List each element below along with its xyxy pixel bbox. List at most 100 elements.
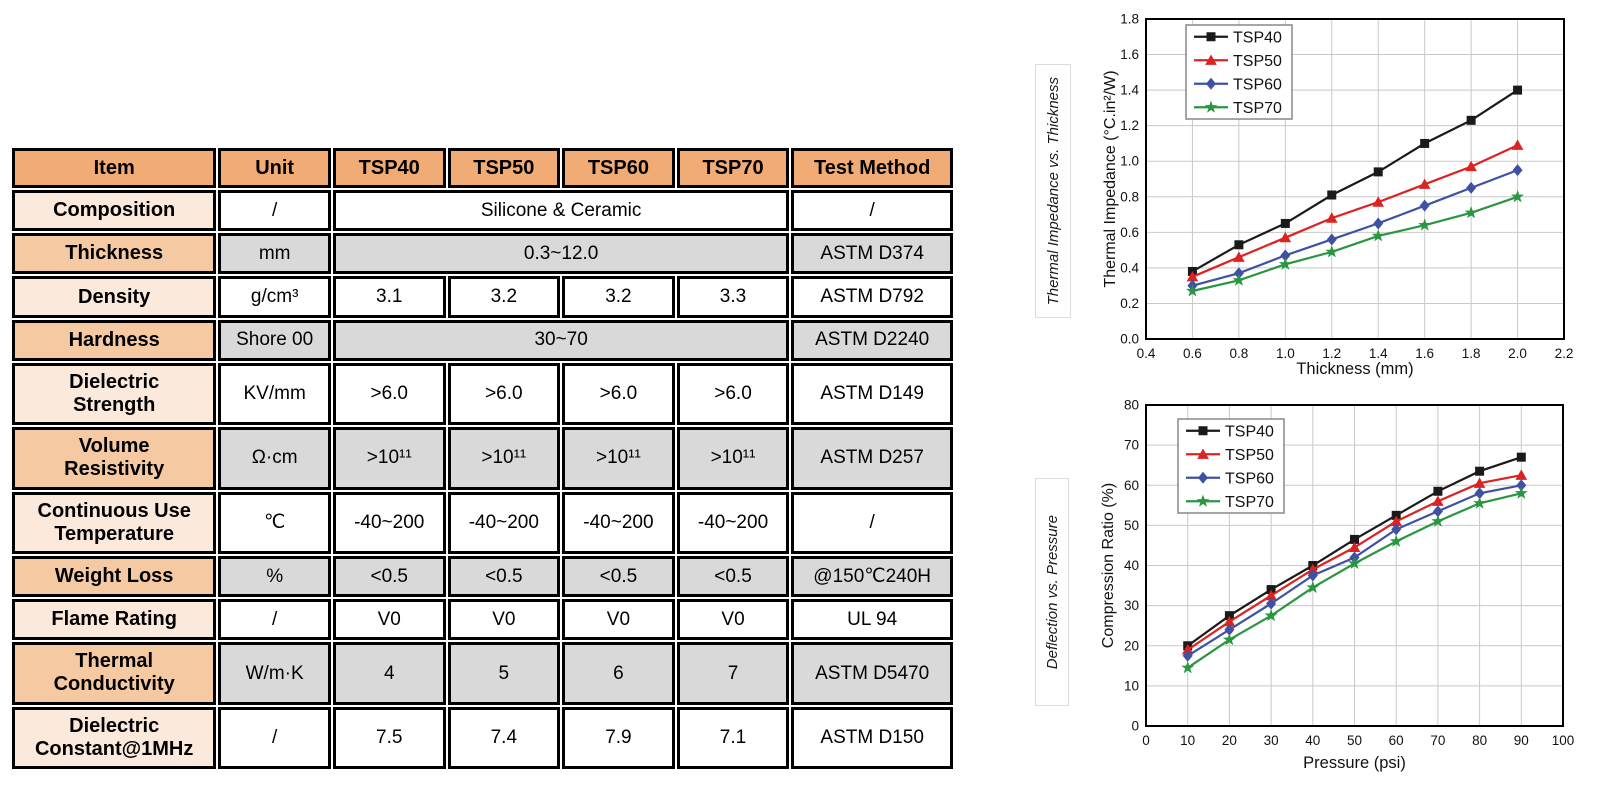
table-row-continuous-use-temperature: Continuous Use Temperature ℃ -40~200 -40… <box>12 491 953 554</box>
cell-value: V0 <box>562 599 675 641</box>
svg-text:60: 60 <box>1124 478 1139 493</box>
tick-labels: 0 10 20 30 40 50 60 70 80 90 100 0 10 20 30 40 50 60 70 80 <box>1124 398 1574 749</box>
cell-test-method: ASTM D5470 <box>791 642 953 705</box>
cell-value: 7.4 <box>447 706 561 769</box>
svg-text:0: 0 <box>1131 719 1139 734</box>
series-TSP50 <box>1181 469 1528 655</box>
row-label: Volume Resistivity <box>12 427 217 490</box>
cell-value: 6 <box>562 642 675 705</box>
side-caption-text: Thermal Impedance vs. Thickness <box>1044 76 1062 306</box>
svg-text:1.6: 1.6 <box>1120 47 1139 62</box>
row-label: Thermal Conductivity <box>12 642 217 705</box>
cell-value: <0.5 <box>332 555 446 598</box>
cell-test-method: / <box>791 190 953 232</box>
cell-test-method: UL 94 <box>791 599 953 641</box>
cell-value: 5 <box>447 642 561 705</box>
cell-value: 7.9 <box>562 706 675 769</box>
row-label: Flame Rating <box>12 599 217 641</box>
cell-value: -40~200 <box>562 491 675 554</box>
compression-ratio-chart-svg: 0 10 20 30 40 50 60 70 80 90 100 0 10 20 30 40 50 60 70 80 P… <box>1100 398 1574 773</box>
cell-test-method: ASTM D2240 <box>791 319 953 361</box>
cell-unit: W/m·K <box>218 642 331 705</box>
row-label: Composition <box>12 190 217 232</box>
svg-text:0.8: 0.8 <box>1120 189 1139 204</box>
cell-value: 7.1 <box>676 706 790 769</box>
svg-text:1.8: 1.8 <box>1120 12 1139 27</box>
svg-text:1.8: 1.8 <box>1462 346 1481 361</box>
column-header-item: Item <box>12 148 217 188</box>
svg-text:50: 50 <box>1124 518 1139 533</box>
svg-text:1.0: 1.0 <box>1276 346 1295 361</box>
svg-text:70: 70 <box>1124 438 1139 453</box>
cell-value: -40~200 <box>447 491 561 554</box>
column-header-tsp40: TSP40 <box>332 148 446 188</box>
thermal-impedance-chart: 0.4 0.6 0.8 1.0 1.2 1.4 1.6 1.8 2.0 2.2 0.0 0.2 0.4 0… <box>1100 0 1611 388</box>
svg-text:10: 10 <box>1180 733 1195 748</box>
table-row-thermal-conductivity: Thermal Conductivity W/m·K 4 5 6 7 ASTM … <box>12 642 953 705</box>
plot-frame <box>1145 18 1565 340</box>
table-row-hardness: Hardness Shore 00 30~70 ASTM D2240 <box>12 319 953 361</box>
cell-value: >10¹¹ <box>562 427 675 490</box>
cell-value: 7.5 <box>332 706 446 769</box>
cell-merged-value: Silicone & Ceramic <box>332 190 790 232</box>
row-label: Thickness <box>12 233 217 275</box>
svg-text:TSP70: TSP70 <box>1233 100 1282 117</box>
cell-test-method: ASTM D149 <box>791 362 953 426</box>
cell-test-method: / <box>791 491 953 554</box>
series-TSP60 <box>1187 164 1523 292</box>
svg-text:40: 40 <box>1305 733 1320 748</box>
svg-text:0.2: 0.2 <box>1120 296 1139 311</box>
svg-text:40: 40 <box>1124 558 1139 573</box>
svg-text:90: 90 <box>1514 733 1529 748</box>
svg-text:1.4: 1.4 <box>1120 83 1139 98</box>
table-row-density: Density g/cm³ 3.1 3.2 3.2 3.3 ASTM D792 <box>12 276 953 318</box>
svg-text:1.2: 1.2 <box>1322 346 1341 361</box>
row-label: Density <box>12 276 217 318</box>
svg-text:30: 30 <box>1124 598 1139 613</box>
cell-unit: Ω·cm <box>218 427 331 490</box>
table-row-dielectric-constant: Dielectric Constant@1MHz / 7.5 7.4 7.9 7… <box>12 706 953 769</box>
svg-text:60: 60 <box>1389 733 1404 748</box>
svg-text:1.0: 1.0 <box>1120 154 1139 169</box>
chart-side-caption-thermal-impedance: Thermal Impedance vs. Thickness <box>1035 64 1071 318</box>
cell-value: <0.5 <box>562 555 675 598</box>
column-header-unit: Unit <box>218 148 331 188</box>
cell-value: >6.0 <box>332 362 446 426</box>
cell-value: 3.3 <box>676 276 790 318</box>
svg-text:TSP50: TSP50 <box>1233 53 1282 70</box>
cell-value: >6.0 <box>447 362 561 426</box>
svg-text:0.6: 0.6 <box>1120 225 1139 240</box>
cell-value: 3.1 <box>332 276 446 318</box>
series-TSP40 <box>1187 85 1523 276</box>
series-TSP70 <box>1181 486 1528 674</box>
svg-text:TSP70: TSP70 <box>1225 494 1274 511</box>
table-header-row: Item Unit TSP40 TSP50 TSP60 TSP70 Test M… <box>12 148 953 188</box>
svg-text:1.4: 1.4 <box>1369 346 1388 361</box>
x-axis-label: Thickness (mm) <box>1296 360 1413 378</box>
series-TSP50 <box>1186 139 1524 282</box>
svg-text:0.4: 0.4 <box>1137 346 1156 361</box>
row-label: Dielectric Strength <box>12 362 217 426</box>
svg-text:TSP50: TSP50 <box>1225 447 1274 464</box>
cell-value: 4 <box>332 642 446 705</box>
cell-test-method: ASTM D374 <box>791 233 953 275</box>
cell-test-method: ASTM D150 <box>791 706 953 769</box>
cell-value: <0.5 <box>676 555 790 598</box>
column-header-tsp70: TSP70 <box>676 148 790 188</box>
cell-value: >6.0 <box>562 362 675 426</box>
cell-unit: % <box>218 555 331 598</box>
svg-text:80: 80 <box>1124 398 1139 413</box>
x-axis-label: Pressure (psi) <box>1303 754 1406 772</box>
plot-frame <box>1145 404 1564 727</box>
cell-test-method: ASTM D792 <box>791 276 953 318</box>
svg-text:30: 30 <box>1264 733 1279 748</box>
svg-text:80: 80 <box>1472 733 1487 748</box>
svg-text:2.0: 2.0 <box>1508 346 1527 361</box>
table-row-dielectric-strength: Dielectric Strength KV/mm >6.0 >6.0 >6.0… <box>12 362 953 426</box>
side-caption-text: Deflection vs. Pressure <box>1043 514 1061 670</box>
cell-unit: ℃ <box>218 491 331 554</box>
cell-unit: mm <box>218 233 331 275</box>
svg-text:TSP40: TSP40 <box>1233 29 1282 46</box>
svg-text:0.8: 0.8 <box>1229 346 1248 361</box>
compression-ratio-chart: 0 10 20 30 40 50 60 70 80 90 100 0 10 20 30 40 50 60 70 80 P… <box>1100 390 1611 782</box>
